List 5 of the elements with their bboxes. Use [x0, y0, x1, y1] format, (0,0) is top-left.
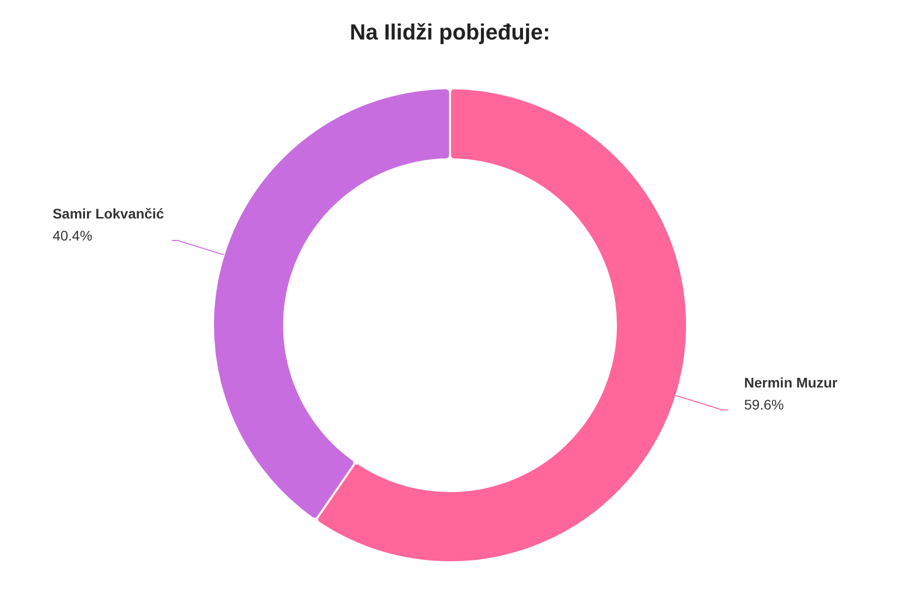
- data-label: 40.4%: [52, 227, 92, 244]
- data-label: 59.6%: [744, 396, 784, 413]
- chart-title: Na Ilidži pobjeđuje:: [350, 19, 550, 44]
- slice-label: Nermin Muzur: [744, 374, 838, 391]
- slice-label: Samir Lokvančić: [52, 205, 164, 222]
